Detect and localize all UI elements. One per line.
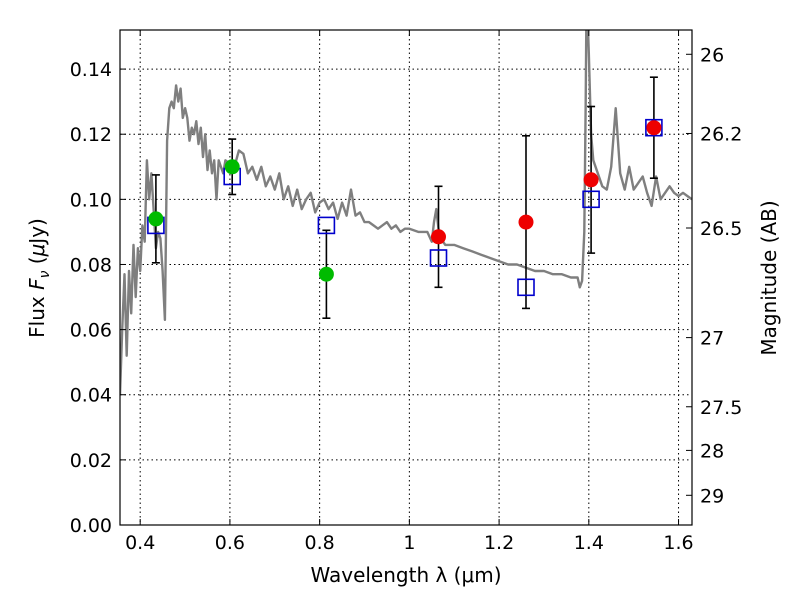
data-points <box>147 118 663 297</box>
spectrum-layer <box>120 30 692 395</box>
model-photometry-box <box>645 118 663 137</box>
model-spectrum-line <box>120 30 692 395</box>
y-tick-label: 0.10 <box>70 189 112 211</box>
observed-data-point <box>224 159 240 175</box>
model-photometry-box <box>317 216 336 235</box>
y-tick-label: 0.08 <box>70 254 112 276</box>
x-tick-label: 1.4 <box>574 532 604 554</box>
y-label-word: Flux <box>25 290 49 338</box>
y-tick-label: 0.02 <box>70 450 112 472</box>
right-tick-label: 27.5 <box>700 397 742 419</box>
y-label-mu: μ <box>25 244 49 258</box>
observed-data-point <box>148 211 164 227</box>
observed-data-point <box>518 214 534 230</box>
y-label-subscript: ν <box>37 270 53 278</box>
y-label-symbol: F <box>25 278 49 290</box>
model-photometry-box <box>429 249 448 267</box>
plot-frame <box>119 29 693 526</box>
model-photometry-box <box>517 278 535 297</box>
y-axis-label: Flux Fν (μJy) <box>25 218 53 338</box>
right-tick-label: 26 <box>700 44 724 66</box>
right-tick-label: 26.5 <box>700 218 742 240</box>
y-tick-label: 0.14 <box>70 59 112 81</box>
y-tick-label: 0.00 <box>70 515 112 537</box>
y-tick-label: 0.12 <box>70 124 112 146</box>
y-label-open: ( <box>25 256 49 270</box>
observed-data-point <box>318 266 334 282</box>
tick-layer: 0.4 0.6 0.8 1 1.2 1.4 1.6 0.00 0.02 0.04 0.06 0.08 0… <box>70 30 742 554</box>
x-tick-label: 0.4 <box>125 532 155 554</box>
x-tick-label: 0.8 <box>305 532 335 554</box>
right-tick-label: 28 <box>700 440 724 462</box>
right-tick-label: 26.2 <box>700 123 742 145</box>
x-tick-label: 1.6 <box>663 532 693 554</box>
y-tick-label: 0.06 <box>70 320 112 342</box>
x-tick-label: 1.2 <box>484 532 514 554</box>
model-photometry-box <box>582 190 600 209</box>
observed-data-point <box>431 229 446 245</box>
grid-layer <box>120 30 692 526</box>
observed-data-point <box>583 172 599 188</box>
y-tick-label: 0.04 <box>70 385 112 407</box>
x-tick-label: 1 <box>403 532 415 554</box>
right-tick-label: 29 <box>700 485 724 507</box>
right-tick-label: 27 <box>700 328 724 350</box>
y-label-unit: Jy) <box>25 218 49 246</box>
x-axis-label: Wavelength λ (μm) <box>310 563 501 587</box>
right-axis-label: Magnitude (AB) <box>757 200 781 355</box>
x-tick-label: 0.6 <box>215 532 245 554</box>
observed-data-point <box>646 120 662 136</box>
